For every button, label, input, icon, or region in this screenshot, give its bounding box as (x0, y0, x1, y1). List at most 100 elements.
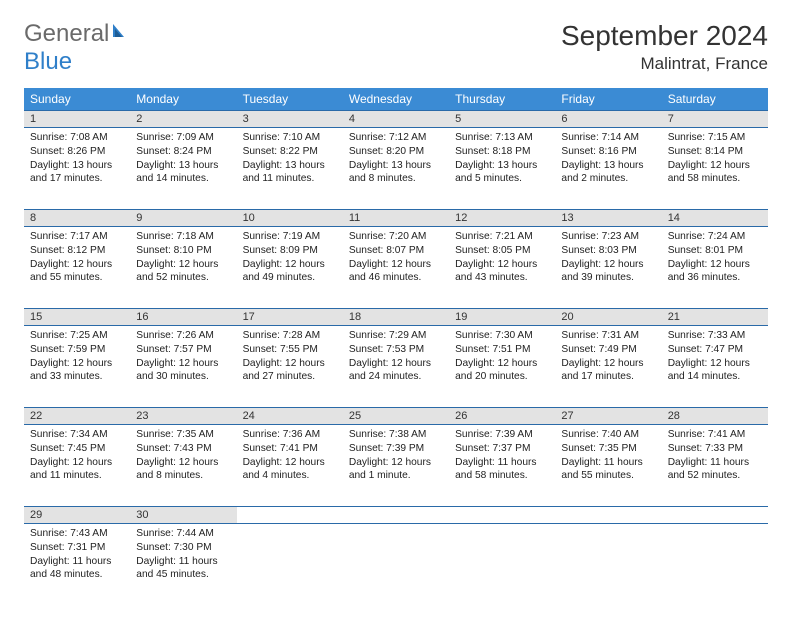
week-row: Sunrise: 7:34 AMSunset: 7:45 PMDaylight:… (24, 425, 768, 507)
day-cell: Sunrise: 7:21 AMSunset: 8:05 PMDaylight:… (449, 227, 555, 309)
weekday-header-row: Sunday Monday Tuesday Wednesday Thursday… (24, 88, 768, 111)
sunrise-line: Sunrise: 7:09 AM (136, 131, 230, 145)
day-cell: Sunrise: 7:13 AMSunset: 8:18 PMDaylight:… (449, 128, 555, 210)
sunrise-line: Sunrise: 7:08 AM (30, 131, 124, 145)
day-number-cell: 19 (449, 309, 555, 326)
day-number-cell: 15 (24, 309, 130, 326)
day-number-cell: 1 (24, 111, 130, 128)
day-number-cell (662, 507, 768, 524)
day-cell: Sunrise: 7:41 AMSunset: 7:33 PMDaylight:… (662, 425, 768, 507)
day-number-cell: 4 (343, 111, 449, 128)
day-cell: Sunrise: 7:30 AMSunset: 7:51 PMDaylight:… (449, 326, 555, 408)
day-number-cell: 14 (662, 210, 768, 227)
col-tuesday: Tuesday (237, 88, 343, 111)
sunset-line: Sunset: 8:26 PM (30, 145, 124, 159)
day-number-cell: 6 (555, 111, 661, 128)
brand-word1: General (24, 20, 109, 47)
day-number-cell: 26 (449, 408, 555, 425)
daynum-row: 15161718192021 (24, 309, 768, 326)
daynum-row: 2930 (24, 507, 768, 524)
daylight-line: Daylight: 13 hours and 11 minutes. (243, 159, 337, 187)
sunset-line: Sunset: 7:37 PM (455, 442, 549, 456)
sunrise-line: Sunrise: 7:33 AM (668, 329, 762, 343)
sunrise-line: Sunrise: 7:13 AM (455, 131, 549, 145)
day-cell (237, 524, 343, 606)
sunset-line: Sunset: 8:10 PM (136, 244, 230, 258)
sunrise-line: Sunrise: 7:18 AM (136, 230, 230, 244)
day-number-cell: 11 (343, 210, 449, 227)
day-number-cell: 23 (130, 408, 236, 425)
sunset-line: Sunset: 8:14 PM (668, 145, 762, 159)
sunset-line: Sunset: 7:43 PM (136, 442, 230, 456)
day-cell: Sunrise: 7:19 AMSunset: 8:09 PMDaylight:… (237, 227, 343, 309)
daylight-line: Daylight: 11 hours and 55 minutes. (561, 456, 655, 484)
day-number-cell: 21 (662, 309, 768, 326)
day-cell: Sunrise: 7:31 AMSunset: 7:49 PMDaylight:… (555, 326, 661, 408)
sunrise-line: Sunrise: 7:40 AM (561, 428, 655, 442)
sunset-line: Sunset: 8:22 PM (243, 145, 337, 159)
sunrise-line: Sunrise: 7:44 AM (136, 527, 230, 541)
day-number-cell: 2 (130, 111, 236, 128)
daylight-line: Daylight: 12 hours and 24 minutes. (349, 357, 443, 385)
col-sunday: Sunday (24, 88, 130, 111)
brand-logo: General Blue (24, 20, 131, 76)
day-cell: Sunrise: 7:40 AMSunset: 7:35 PMDaylight:… (555, 425, 661, 507)
sunset-line: Sunset: 7:39 PM (349, 442, 443, 456)
day-number-cell: 18 (343, 309, 449, 326)
sunset-line: Sunset: 7:53 PM (349, 343, 443, 357)
sunrise-line: Sunrise: 7:30 AM (455, 329, 549, 343)
day-number-cell: 22 (24, 408, 130, 425)
day-number-cell: 7 (662, 111, 768, 128)
daylight-line: Daylight: 12 hours and 46 minutes. (349, 258, 443, 286)
daylight-line: Daylight: 12 hours and 8 minutes. (136, 456, 230, 484)
daylight-line: Daylight: 13 hours and 5 minutes. (455, 159, 549, 187)
location-label: Malintrat, France (561, 54, 768, 74)
daylight-line: Daylight: 12 hours and 33 minutes. (30, 357, 124, 385)
day-cell (662, 524, 768, 606)
week-row: Sunrise: 7:25 AMSunset: 7:59 PMDaylight:… (24, 326, 768, 408)
day-number-cell: 29 (24, 507, 130, 524)
day-number-cell: 8 (24, 210, 130, 227)
sunrise-line: Sunrise: 7:15 AM (668, 131, 762, 145)
day-number-cell: 25 (343, 408, 449, 425)
week-row: Sunrise: 7:17 AMSunset: 8:12 PMDaylight:… (24, 227, 768, 309)
day-number-cell (449, 507, 555, 524)
daylight-line: Daylight: 11 hours and 52 minutes. (668, 456, 762, 484)
sunrise-line: Sunrise: 7:34 AM (30, 428, 124, 442)
sunrise-line: Sunrise: 7:23 AM (561, 230, 655, 244)
day-number-cell (555, 507, 661, 524)
day-cell: Sunrise: 7:34 AMSunset: 7:45 PMDaylight:… (24, 425, 130, 507)
sunrise-line: Sunrise: 7:29 AM (349, 329, 443, 343)
day-cell: Sunrise: 7:38 AMSunset: 7:39 PMDaylight:… (343, 425, 449, 507)
daylight-line: Daylight: 12 hours and 27 minutes. (243, 357, 337, 385)
sunset-line: Sunset: 8:24 PM (136, 145, 230, 159)
sunrise-line: Sunrise: 7:14 AM (561, 131, 655, 145)
sunrise-line: Sunrise: 7:28 AM (243, 329, 337, 343)
sunset-line: Sunset: 7:41 PM (243, 442, 337, 456)
daylight-line: Daylight: 12 hours and 20 minutes. (455, 357, 549, 385)
daylight-line: Daylight: 12 hours and 39 minutes. (561, 258, 655, 286)
sunset-line: Sunset: 7:47 PM (668, 343, 762, 357)
day-cell: Sunrise: 7:17 AMSunset: 8:12 PMDaylight:… (24, 227, 130, 309)
daylight-line: Daylight: 13 hours and 17 minutes. (30, 159, 124, 187)
day-cell: Sunrise: 7:35 AMSunset: 7:43 PMDaylight:… (130, 425, 236, 507)
daylight-line: Daylight: 11 hours and 58 minutes. (455, 456, 549, 484)
sunrise-line: Sunrise: 7:35 AM (136, 428, 230, 442)
daylight-line: Daylight: 12 hours and 49 minutes. (243, 258, 337, 286)
day-cell: Sunrise: 7:36 AMSunset: 7:41 PMDaylight:… (237, 425, 343, 507)
sunrise-line: Sunrise: 7:26 AM (136, 329, 230, 343)
col-thursday: Thursday (449, 88, 555, 111)
sunrise-line: Sunrise: 7:21 AM (455, 230, 549, 244)
day-number-cell: 16 (130, 309, 236, 326)
sunrise-line: Sunrise: 7:39 AM (455, 428, 549, 442)
sunrise-line: Sunrise: 7:19 AM (243, 230, 337, 244)
daylight-line: Daylight: 11 hours and 48 minutes. (30, 555, 124, 583)
day-number-cell: 20 (555, 309, 661, 326)
week-row: Sunrise: 7:43 AMSunset: 7:31 PMDaylight:… (24, 524, 768, 606)
day-cell: Sunrise: 7:20 AMSunset: 8:07 PMDaylight:… (343, 227, 449, 309)
day-cell (343, 524, 449, 606)
sunrise-line: Sunrise: 7:24 AM (668, 230, 762, 244)
day-cell: Sunrise: 7:14 AMSunset: 8:16 PMDaylight:… (555, 128, 661, 210)
daynum-row: 22232425262728 (24, 408, 768, 425)
day-cell: Sunrise: 7:43 AMSunset: 7:31 PMDaylight:… (24, 524, 130, 606)
